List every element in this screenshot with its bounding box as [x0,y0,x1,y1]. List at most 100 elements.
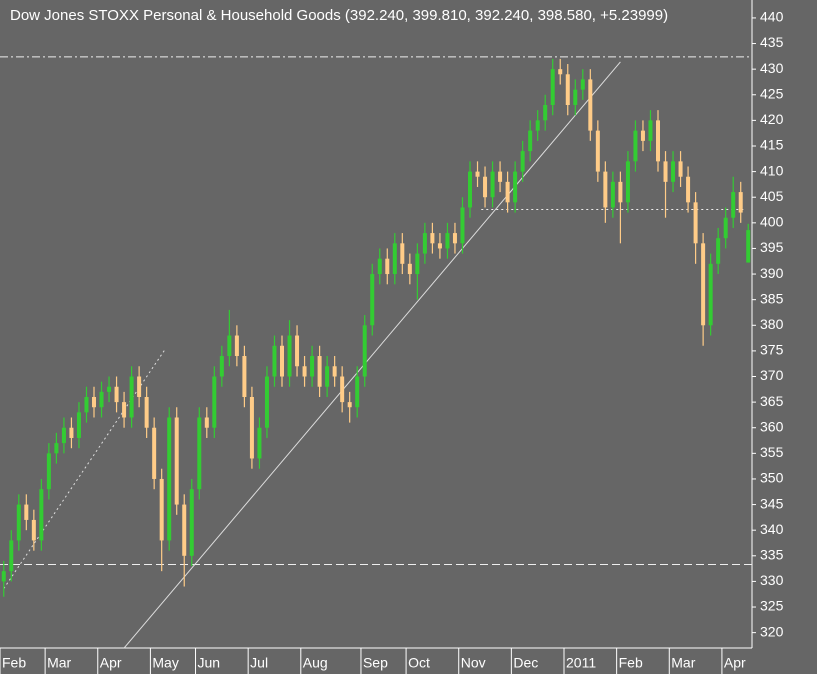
x-tick-label: Dec [513,655,538,671]
candle-body [595,130,600,172]
y-tick-label: 430 [760,60,784,76]
candle-body [663,161,668,182]
candle-body [272,345,277,377]
y-tick-label: 375 [760,342,784,358]
candle-body [445,233,450,249]
candle-body [573,89,578,106]
candle-body [61,427,66,444]
candle-body [280,345,284,377]
x-tick-label: Nov [461,655,486,671]
y-tick-label: 325 [760,598,784,614]
candle-body [242,356,247,397]
candle-body [633,130,638,162]
candle-body [746,230,751,263]
candle-body [355,376,360,408]
candle-body [122,402,127,418]
y-tick-label: 395 [760,239,784,255]
candle-body [197,417,202,490]
candle-body [505,181,510,203]
candle-body [731,192,736,218]
candle-body [520,151,525,172]
y-tick-label: 380 [760,316,784,332]
candle-body [678,161,683,177]
candle-body [460,207,465,244]
candle-body [738,192,743,213]
candle-body [648,120,653,141]
candle-body [340,376,345,403]
chart-title: Dow Jones STOXX Personal & Household Goo… [10,7,668,24]
candle-body [400,243,405,264]
candle-body [92,396,96,408]
y-tick-label: 360 [760,418,784,434]
trend-line [123,61,621,649]
x-tick-label: Mar [47,655,71,671]
candle-body [159,478,164,541]
candle-body [475,171,480,177]
y-tick-label: 385 [760,290,784,306]
candle-body [701,243,706,326]
x-tick-label: Oct [408,655,430,671]
candle-body [24,504,29,520]
candle-body [528,130,533,152]
y-tick-label: 330 [760,572,784,588]
y-tick-label: 420 [760,111,784,127]
candle-body [392,243,397,275]
candle-body [580,79,585,90]
y-tick-label: 320 [760,623,784,639]
y-tick-label: 425 [760,85,784,101]
candle-body [99,391,104,408]
candle-body [452,233,457,244]
candle-body [430,233,435,244]
candle-body [535,120,540,131]
candle-body [370,274,375,326]
candle-body [385,258,390,275]
candle-body [693,202,698,244]
candle-body [264,376,269,428]
candle-body [588,79,593,131]
candle-body [234,335,239,357]
candle-body [114,386,119,403]
candle-body [362,325,367,377]
candle-body [302,366,307,377]
candle-body [212,376,217,428]
x-tick-label: Jul [250,655,268,671]
candle-body [16,504,21,541]
candle-body [76,412,81,438]
x-tick-label: Apr [724,655,746,671]
candle-body [174,417,179,505]
candle-body [129,376,134,418]
candle-body [31,519,36,541]
candle-body [625,161,630,203]
candle-body [1,571,6,582]
candle-body [407,263,412,275]
candle-body [287,335,292,377]
y-tick-label: 365 [760,393,784,409]
candle-body [550,69,555,106]
candle-body [9,540,14,572]
x-tick-label: May [152,655,178,671]
candle-body [257,427,262,459]
candle-body [182,504,187,556]
x-tick-label: Feb [619,655,643,671]
candle-body [107,386,112,392]
y-tick-label: 390 [760,265,784,281]
candle-body [603,171,608,208]
candle-body [468,171,472,208]
candle-body [227,335,232,357]
y-tick-label: 405 [760,188,784,204]
candle-body [377,258,382,275]
candle-body [490,171,495,198]
candle-body [422,233,427,254]
candle-body [325,366,330,387]
x-tick-label: Mar [671,655,695,671]
candle-body [332,366,337,377]
candle-body [716,238,721,264]
candle-body [618,181,623,203]
candle-body [708,263,713,326]
candle-body [84,396,89,413]
candle-body [46,453,51,490]
candle-body [347,402,352,408]
y-tick-label: 415 [760,137,784,153]
